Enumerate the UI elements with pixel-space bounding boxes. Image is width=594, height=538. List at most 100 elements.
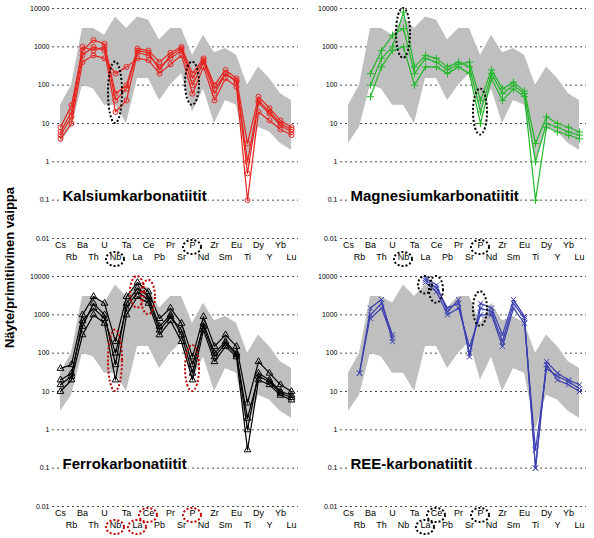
svg-text:1: 1	[334, 158, 338, 165]
svg-text:0.1: 0.1	[40, 196, 50, 203]
svg-text:Ba: Ba	[77, 240, 88, 250]
svg-text:0.01: 0.01	[324, 503, 338, 510]
svg-text:Th: Th	[376, 520, 387, 530]
svg-text:Eu: Eu	[519, 240, 530, 250]
svg-text:Eu: Eu	[231, 508, 242, 518]
svg-text:Ti: Ti	[532, 520, 539, 530]
svg-text:Lu: Lu	[574, 252, 584, 262]
svg-text:Pr: Pr	[454, 240, 463, 250]
svg-text:0.1: 0.1	[328, 196, 338, 203]
svg-text:Pb: Pb	[442, 520, 453, 530]
svg-text:Zr: Zr	[210, 240, 219, 250]
svg-text:Ferrokarbonatiitit: Ferrokarbonatiitit	[63, 455, 187, 472]
svg-text:Pr: Pr	[166, 508, 175, 518]
svg-text:Y: Y	[266, 520, 272, 530]
svg-text:Yb: Yb	[275, 508, 286, 518]
svg-text:Yb: Yb	[563, 240, 574, 250]
svg-text:Pr: Pr	[454, 508, 463, 518]
svg-text:Cs: Cs	[343, 240, 354, 250]
svg-text:1000: 1000	[322, 43, 338, 50]
svg-text:Ba: Ba	[77, 508, 88, 518]
svg-text:10: 10	[42, 388, 50, 395]
svg-text:Sm: Sm	[507, 252, 521, 262]
svg-text:1: 1	[46, 426, 50, 433]
svg-text:Dy: Dy	[253, 508, 264, 518]
svg-text:La: La	[420, 252, 430, 262]
svg-text:Eu: Eu	[231, 240, 242, 250]
svg-text:Ti: Ti	[532, 252, 539, 262]
svg-text:Yb: Yb	[275, 240, 286, 250]
svg-text:100: 100	[38, 81, 50, 88]
svg-text:0.01: 0.01	[324, 235, 338, 242]
svg-text:10: 10	[330, 120, 338, 127]
svg-text:Nd: Nd	[198, 520, 210, 530]
svg-text:Rb: Rb	[66, 520, 78, 530]
svg-text:10000: 10000	[318, 5, 338, 12]
svg-text:Ce: Ce	[431, 240, 443, 250]
svg-text:P: P	[189, 240, 195, 250]
svg-text:1000: 1000	[34, 311, 50, 318]
svg-text:0.1: 0.1	[40, 464, 50, 471]
svg-text:Dy: Dy	[541, 240, 552, 250]
svg-text:10000: 10000	[318, 273, 338, 280]
svg-text:U: U	[389, 240, 396, 250]
svg-text:10000: 10000	[30, 273, 50, 280]
svg-text:Sr: Sr	[177, 252, 186, 262]
svg-text:Lu: Lu	[286, 252, 296, 262]
svg-text:0.01: 0.01	[36, 235, 50, 242]
svg-text:Ti: Ti	[244, 520, 251, 530]
svg-text:Lu: Lu	[574, 520, 584, 530]
svg-text:Sr: Sr	[465, 520, 474, 530]
svg-text:Zr: Zr	[498, 508, 507, 518]
svg-text:100: 100	[38, 349, 50, 356]
svg-text:Th: Th	[88, 252, 99, 262]
svg-text:Ta: Ta	[122, 240, 132, 250]
svg-text:10000: 10000	[30, 5, 50, 12]
svg-text:Magnesiumkarbonatiitit: Magnesiumkarbonatiitit	[351, 187, 519, 204]
svg-text:Ba: Ba	[365, 508, 376, 518]
svg-text:U: U	[101, 240, 108, 250]
svg-text:P: P	[477, 508, 483, 518]
svg-text:Ba: Ba	[365, 240, 376, 250]
svg-text:Kalsiumkarbonatiitit: Kalsiumkarbonatiitit	[63, 187, 207, 204]
svg-text:Cs: Cs	[55, 240, 66, 250]
svg-text:1: 1	[46, 158, 50, 165]
svg-text:Pr: Pr	[166, 240, 175, 250]
svg-text:Nd: Nd	[486, 252, 498, 262]
svg-text:100: 100	[326, 81, 338, 88]
svg-text:Pb: Pb	[154, 520, 165, 530]
svg-text:10: 10	[42, 120, 50, 127]
svg-text:Nd: Nd	[198, 252, 210, 262]
svg-text:Sm: Sm	[507, 520, 521, 530]
svg-text:Zr: Zr	[498, 240, 507, 250]
svg-text:Y: Y	[554, 520, 560, 530]
svg-text:Ta: Ta	[122, 508, 132, 518]
svg-text:Eu: Eu	[519, 508, 530, 518]
svg-text:Ce: Ce	[143, 240, 155, 250]
svg-text:1: 1	[334, 426, 338, 433]
svg-text:U: U	[101, 508, 108, 518]
svg-text:Y: Y	[266, 252, 272, 262]
svg-text:REE-karbonatiitit: REE-karbonatiitit	[351, 455, 473, 472]
svg-text:Y: Y	[554, 252, 560, 262]
svg-text:Rb: Rb	[354, 252, 366, 262]
svg-text:Lu: Lu	[286, 520, 296, 530]
svg-text:Ti: Ti	[244, 252, 251, 262]
svg-text:Rb: Rb	[354, 520, 366, 530]
svg-text:Dy: Dy	[253, 240, 264, 250]
svg-text:La: La	[132, 252, 142, 262]
svg-text:10: 10	[330, 388, 338, 395]
svg-text:Pb: Pb	[442, 252, 453, 262]
svg-text:Zr: Zr	[210, 508, 219, 518]
svg-text:100: 100	[326, 349, 338, 356]
svg-text:Cs: Cs	[55, 508, 66, 518]
svg-text:Th: Th	[376, 252, 387, 262]
svg-text:0.1: 0.1	[328, 464, 338, 471]
svg-text:Sr: Sr	[465, 252, 474, 262]
svg-text:Pb: Pb	[154, 252, 165, 262]
svg-text:Dy: Dy	[541, 508, 552, 518]
svg-text:Yb: Yb	[563, 508, 574, 518]
svg-text:Nd: Nd	[486, 520, 498, 530]
svg-text:0.01: 0.01	[36, 503, 50, 510]
svg-text:Sm: Sm	[219, 520, 233, 530]
